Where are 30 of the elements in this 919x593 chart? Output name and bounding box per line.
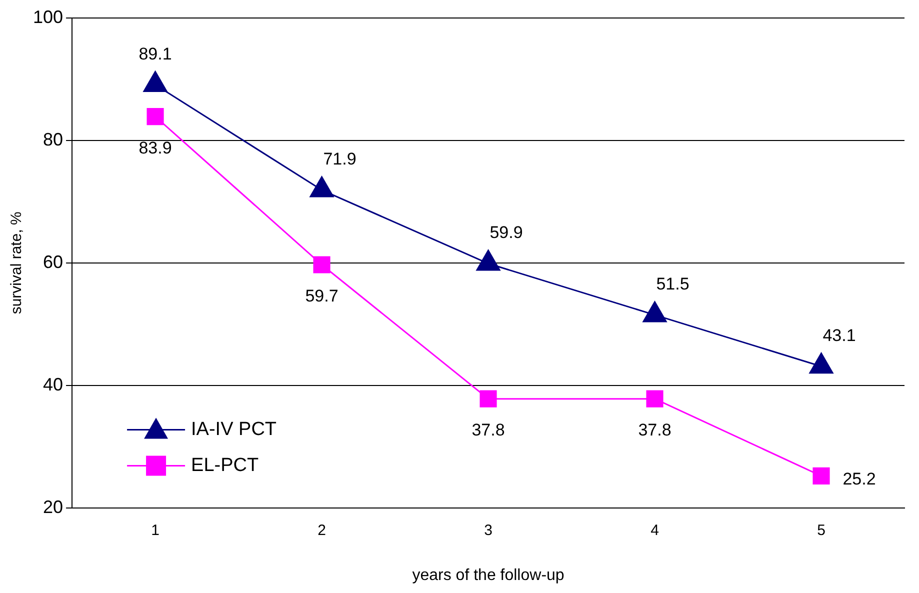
x-tick-label: 4 <box>650 522 659 539</box>
y-tick-label: 100 <box>32 6 64 27</box>
data-label: 59.9 <box>490 223 523 242</box>
data-label: 83.9 <box>138 138 172 158</box>
y-axis-title: survival rate, % <box>8 212 26 314</box>
point <box>812 467 830 484</box>
point <box>476 250 500 271</box>
data-label: 43.1 <box>822 326 856 346</box>
y-tick-label: 40 <box>43 374 64 394</box>
data-label: 71.9 <box>323 150 356 169</box>
data-label: 59.7 <box>305 286 338 306</box>
data-label: 51.5 <box>656 274 690 294</box>
x-tick-label: 2 <box>318 522 326 539</box>
data-label: 37.8 <box>638 420 672 440</box>
point <box>143 70 168 92</box>
y-tick-label: 80 <box>43 129 64 150</box>
data-label: 37.8 <box>472 420 505 440</box>
data-label: 25.2 <box>842 470 876 489</box>
y-tick-label: 20 <box>43 496 64 517</box>
x-tick-label: 1 <box>151 522 160 539</box>
legend-label: IA-IV PCT <box>191 419 277 440</box>
point <box>646 390 664 408</box>
point <box>310 176 334 198</box>
data-label: 89.1 <box>138 44 172 64</box>
x-tick-label: 3 <box>484 522 492 539</box>
y-tick-label: 60 <box>43 252 64 272</box>
x-tick-label: 5 <box>817 522 826 539</box>
point <box>480 390 497 408</box>
legend-label: EL-PCT <box>191 455 259 476</box>
x-axis-title: years of the follow-up <box>412 566 564 584</box>
